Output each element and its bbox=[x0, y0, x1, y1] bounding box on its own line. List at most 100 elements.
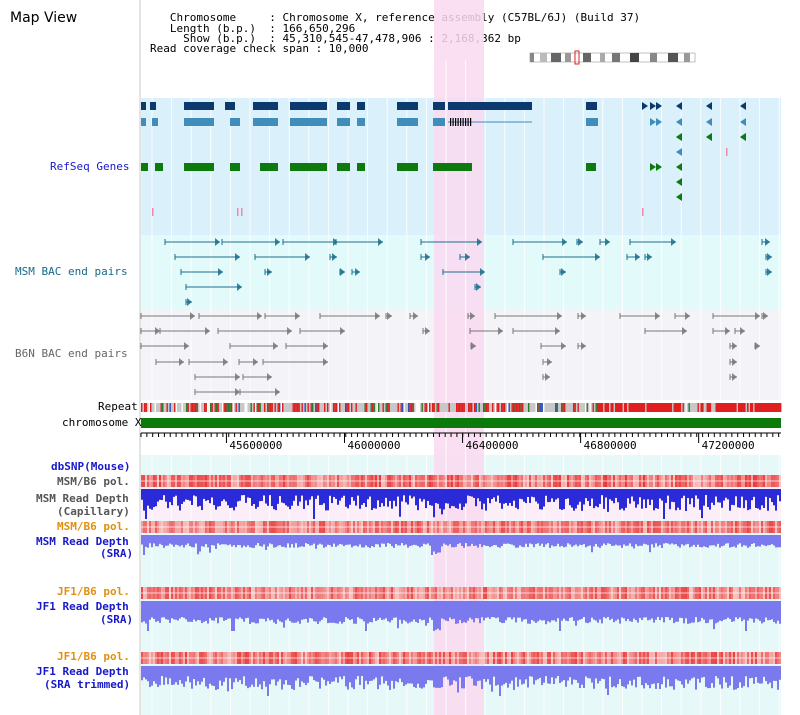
b6n-bac-pair bbox=[682, 327, 687, 335]
gene-feature bbox=[290, 102, 327, 110]
jf1-depth-trimmed bbox=[141, 666, 781, 696]
ideogram-band bbox=[668, 53, 678, 62]
ideogram-band bbox=[600, 53, 605, 62]
gene-arrow bbox=[650, 102, 656, 110]
b6n-bac-pair bbox=[561, 342, 566, 350]
msm-depth-capillary-sublabel: (Capillary) bbox=[57, 505, 130, 518]
gene-arrow bbox=[650, 118, 656, 126]
gene-arrow bbox=[740, 102, 746, 110]
gene-feature bbox=[448, 102, 532, 110]
b6n-bac-pair bbox=[732, 342, 737, 350]
gene-arrow bbox=[740, 118, 746, 126]
gene-feature bbox=[337, 163, 350, 171]
msm-bac-pair bbox=[562, 238, 567, 246]
gene-feature bbox=[184, 163, 214, 171]
axis-tick-label: 46000000 bbox=[347, 439, 400, 452]
msm-b6-pol-bar bbox=[141, 475, 781, 487]
exon-mark bbox=[455, 118, 457, 126]
exon-mark bbox=[462, 118, 464, 126]
jf1-b6-pol-label[interactable]: JF1/B6 pol. bbox=[57, 585, 130, 598]
gene-arrow bbox=[676, 133, 682, 141]
gene-feature bbox=[337, 102, 350, 110]
gene-arrow bbox=[656, 102, 662, 110]
gene-feature bbox=[152, 118, 158, 126]
b6n-bac-pair bbox=[205, 327, 210, 335]
msm-bac-pair bbox=[605, 238, 610, 246]
jf1-depth-sra-label[interactable]: JF1 Read Depth bbox=[36, 600, 129, 613]
jf1-depth-trimmed-sublabel: (SRA trimmed) bbox=[44, 678, 131, 691]
gene-arrow bbox=[656, 118, 662, 126]
ideogram-band bbox=[612, 53, 620, 62]
b6n-bac-pair bbox=[471, 342, 476, 350]
b6n-bac-pair bbox=[725, 327, 730, 335]
gene-arrow bbox=[706, 118, 712, 126]
msm-bac-pair bbox=[218, 268, 223, 276]
gene-feature bbox=[225, 102, 235, 110]
dbsnp-label[interactable]: dbSNP(Mouse) bbox=[51, 460, 131, 473]
ideogram-position-marker bbox=[574, 50, 580, 65]
variant-depth-tracks bbox=[141, 475, 781, 696]
b6n-bac-pair bbox=[498, 327, 503, 335]
b6n-bac-pair bbox=[273, 342, 278, 350]
axis-tick-label: 45600000 bbox=[229, 439, 282, 452]
ideogram-band bbox=[540, 53, 547, 62]
ideogram-band bbox=[530, 53, 534, 62]
msm-depth-sra-sublabel: (SRA) bbox=[100, 547, 134, 560]
repeat-label: Repeat bbox=[98, 400, 138, 413]
ideogram-band bbox=[565, 53, 571, 62]
msm-depth-sra-label[interactable]: MSM Read Depth bbox=[36, 535, 129, 548]
b6n-bac-pair bbox=[755, 312, 760, 320]
refseq-genes-label[interactable]: RefSeq Genes bbox=[50, 160, 130, 173]
gene-feature bbox=[586, 102, 597, 110]
jf1-depth-trimmed-label[interactable]: JF1 Read Depth bbox=[36, 665, 129, 678]
gene-arrow bbox=[676, 178, 682, 186]
msm-bac-pair bbox=[767, 253, 772, 261]
b6n-bac-pair bbox=[295, 312, 300, 320]
gene-arrow bbox=[656, 163, 662, 171]
b6n-bac-pair bbox=[253, 358, 258, 366]
b6n-bac-pair bbox=[375, 312, 380, 320]
exon-mark bbox=[460, 118, 462, 126]
b6n-bac-pair bbox=[755, 342, 760, 350]
gene-feature bbox=[141, 118, 146, 126]
msm-b6-pol-sra-label[interactable]: MSM/B6 pol. bbox=[57, 520, 130, 533]
msm-bac-label[interactable]: MSM BAC end pairs bbox=[15, 265, 128, 278]
b6n-bac-pair bbox=[257, 312, 262, 320]
gene-feature bbox=[290, 163, 327, 171]
gene-arrow bbox=[676, 118, 682, 126]
b6n-bac-label[interactable]: B6N BAC end pairs bbox=[15, 347, 128, 360]
msm-depth-capillary-label[interactable]: MSM Read Depth bbox=[36, 492, 129, 505]
position-axis: 45600000 46000000 46400000 46800000 47200000 bbox=[140, 432, 781, 452]
b6n-bac-pair bbox=[655, 312, 660, 320]
jf1-b6-pol-bar bbox=[141, 587, 781, 599]
msm-bac-pair bbox=[561, 268, 566, 276]
b6n-bac-pair bbox=[470, 312, 475, 320]
b6n-bac-pair bbox=[581, 312, 586, 320]
b6n-bac-pair bbox=[223, 358, 228, 366]
msm-b6-pol-label[interactable]: MSM/B6 pol. bbox=[57, 475, 130, 488]
gene-arrow bbox=[676, 163, 682, 171]
b6n-bac-pair bbox=[732, 373, 737, 381]
b6n-bac-pair bbox=[685, 312, 690, 320]
exon-mark bbox=[470, 118, 472, 126]
msm-bac-pair bbox=[215, 238, 220, 246]
chromosome-label: chromosome X bbox=[62, 416, 142, 429]
exon-mark bbox=[452, 118, 454, 126]
gene-feature bbox=[141, 163, 148, 171]
jf1-depth-sra bbox=[141, 601, 781, 631]
jf1-b6-pol-trimmed-label[interactable]: JF1/B6 pol. bbox=[57, 650, 130, 663]
coverage-span-info: Read coverage check span : 10,000 bbox=[150, 42, 369, 55]
gene-feature bbox=[397, 102, 418, 110]
b6n-bac-pair bbox=[267, 373, 272, 381]
b6n-bac-pair bbox=[275, 388, 280, 396]
msm-bac-pair bbox=[476, 283, 481, 291]
msm-bac-pair bbox=[767, 268, 772, 276]
ideogram-band bbox=[650, 53, 657, 62]
msm-bac-pair bbox=[275, 238, 280, 246]
msm-bac-pair bbox=[578, 238, 583, 246]
gene-feature bbox=[150, 102, 156, 110]
b6n-bac-pair bbox=[235, 373, 240, 381]
msm-bac-pair bbox=[378, 238, 383, 246]
